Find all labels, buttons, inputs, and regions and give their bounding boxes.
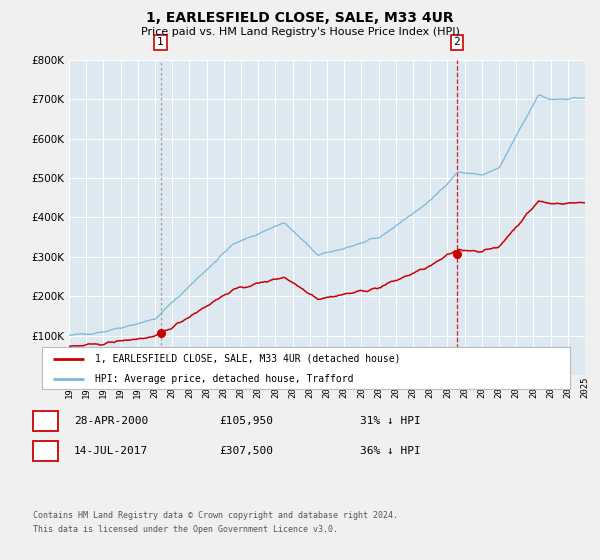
Text: 28-APR-2000: 28-APR-2000	[74, 416, 148, 426]
Text: £307,500: £307,500	[219, 446, 273, 456]
Text: 1: 1	[157, 38, 164, 48]
Text: 1: 1	[42, 416, 49, 426]
Text: Contains HM Land Registry data © Crown copyright and database right 2024.: Contains HM Land Registry data © Crown c…	[33, 511, 398, 520]
Text: 2: 2	[42, 446, 49, 456]
Text: £105,950: £105,950	[219, 416, 273, 426]
Text: 14-JUL-2017: 14-JUL-2017	[74, 446, 148, 456]
Text: 36% ↓ HPI: 36% ↓ HPI	[359, 446, 421, 456]
Text: 1, EARLESFIELD CLOSE, SALE, M33 4UR: 1, EARLESFIELD CLOSE, SALE, M33 4UR	[146, 11, 454, 25]
Text: 1, EARLESFIELD CLOSE, SALE, M33 4UR (detached house): 1, EARLESFIELD CLOSE, SALE, M33 4UR (det…	[95, 354, 400, 364]
Text: 2: 2	[454, 38, 460, 48]
Text: Price paid vs. HM Land Registry's House Price Index (HPI): Price paid vs. HM Land Registry's House …	[140, 27, 460, 37]
Text: HPI: Average price, detached house, Trafford: HPI: Average price, detached house, Traf…	[95, 374, 353, 384]
Text: This data is licensed under the Open Government Licence v3.0.: This data is licensed under the Open Gov…	[33, 525, 338, 534]
Text: 31% ↓ HPI: 31% ↓ HPI	[359, 416, 421, 426]
